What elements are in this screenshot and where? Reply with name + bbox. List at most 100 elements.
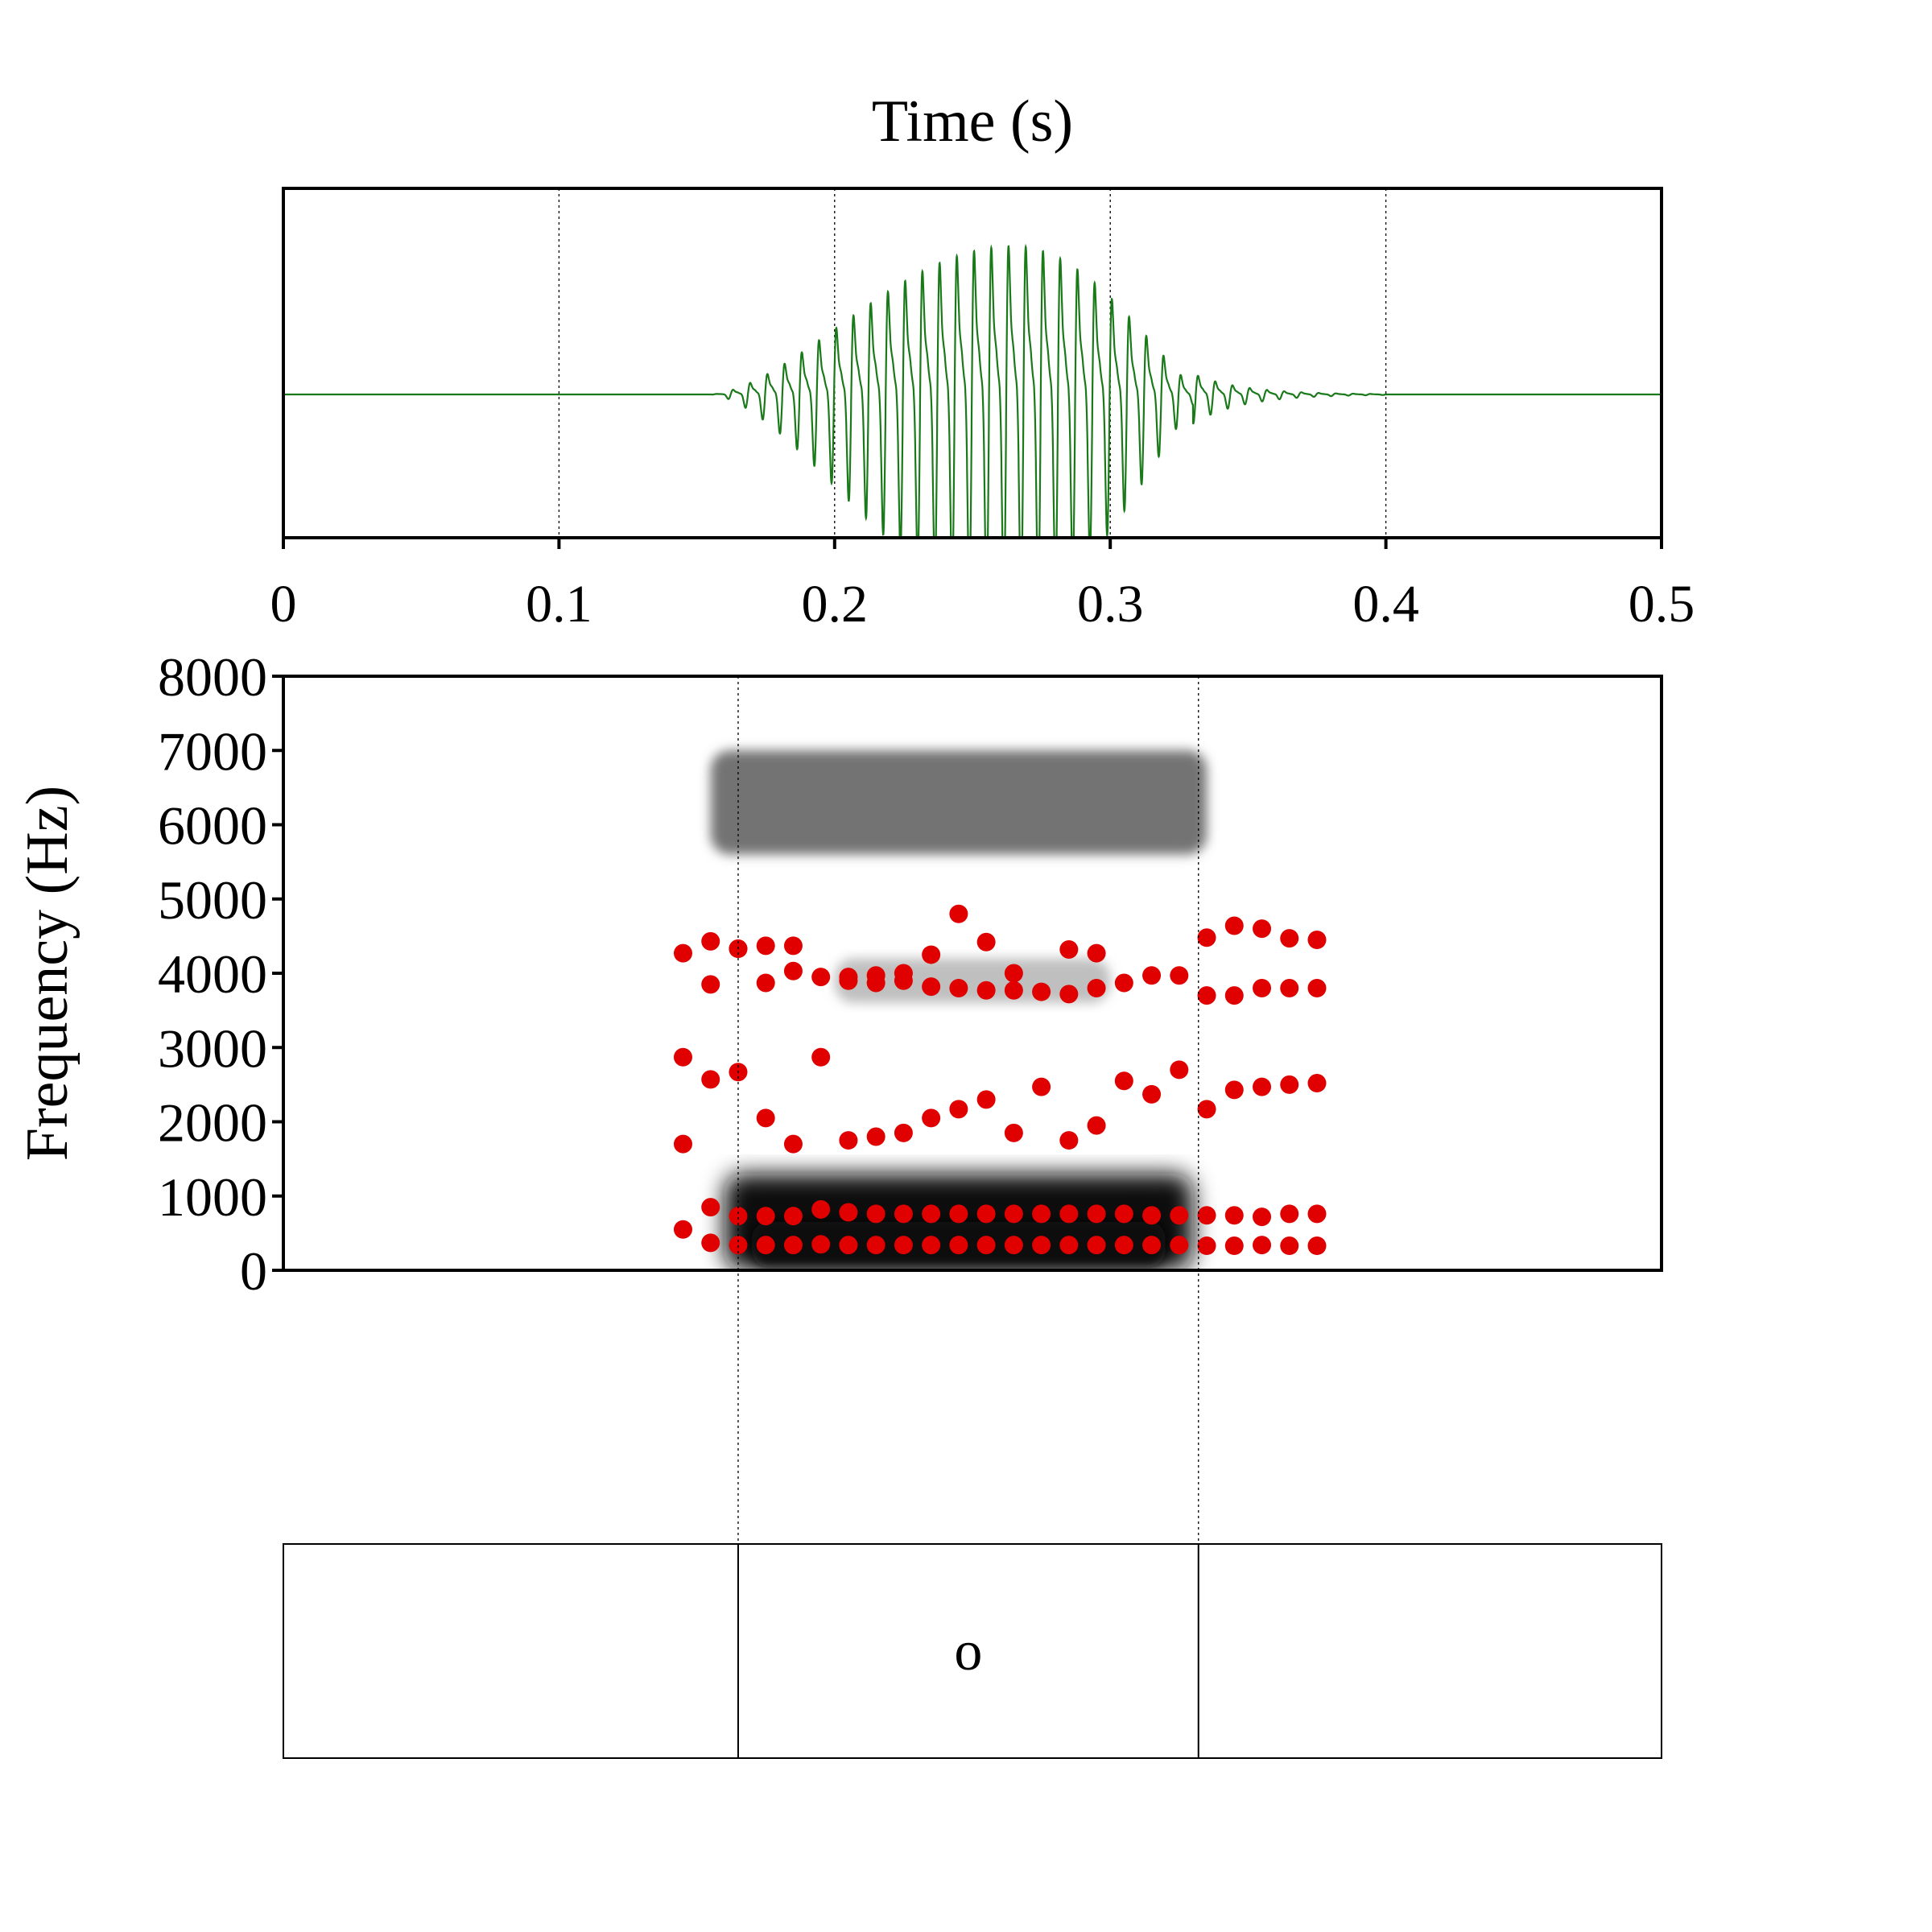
formant-point [811, 1199, 831, 1219]
formant-point [811, 968, 831, 987]
y-tick-label: 6000 [158, 795, 267, 857]
formant-point [1197, 1206, 1216, 1225]
formant-point [673, 1047, 692, 1067]
formant-point [1032, 1236, 1051, 1255]
formant-point [1307, 1074, 1327, 1093]
formant-point [894, 1123, 913, 1142]
formant-point [1059, 939, 1079, 959]
x-tick-label: 0.4 [1352, 575, 1419, 634]
formant-point [1307, 930, 1327, 949]
formant-point [1170, 966, 1189, 985]
waveform-trace [283, 243, 1662, 538]
y-tick-label: 7000 [158, 720, 267, 782]
formant-point [922, 1236, 941, 1255]
formant-point [1087, 978, 1106, 997]
x-tick-label: 0.1 [526, 575, 592, 634]
formant-point [1224, 1206, 1244, 1225]
formant-point [1280, 1204, 1299, 1224]
waveform-title: Time (s) [872, 89, 1073, 155]
y-tick-label: 3000 [158, 1018, 267, 1079]
spectrogram-y-axis: 0 1000 2000 3000 4000 5000 6000 7000 8000 [158, 646, 283, 1302]
formant-point [783, 1134, 803, 1154]
formant-point [1253, 1236, 1272, 1255]
formant-point [894, 1204, 913, 1224]
waveform-x-axis: 0 0.1 0.2 0.3 0.4 0.5 [270, 538, 1695, 634]
formant-point [1280, 978, 1299, 997]
formant-point [701, 1198, 720, 1217]
formant-point [756, 973, 775, 993]
waveform-frame [282, 187, 1663, 539]
textgrid-frame [283, 1543, 1662, 1759]
formant-point [1004, 1123, 1023, 1142]
formant-point [1087, 1204, 1106, 1224]
formant-point [1197, 928, 1216, 947]
formant-point [701, 1233, 720, 1253]
formant-point [1114, 1236, 1133, 1255]
x-tick-label: 0.3 [1077, 575, 1144, 634]
formant-point [894, 971, 913, 990]
formant-point [949, 1204, 968, 1224]
formant-point [783, 1207, 803, 1226]
formant-point [866, 1236, 886, 1255]
formant-point [922, 1204, 941, 1224]
formant-point [1280, 1236, 1299, 1256]
formant-point [1142, 1206, 1162, 1225]
formant-point [1114, 1204, 1133, 1224]
formant-point [673, 1134, 692, 1154]
formant-point [1170, 1060, 1189, 1080]
formant-point [866, 1204, 886, 1224]
formant-point [949, 1100, 968, 1119]
formant-point [922, 1108, 941, 1128]
formant-point [811, 1047, 831, 1067]
y-tick-label: 8000 [158, 646, 267, 708]
formant-point [949, 904, 968, 923]
formant-point [783, 936, 803, 956]
formant-point [866, 1127, 886, 1146]
x-tick-label: 0 [270, 575, 297, 634]
formant-point [922, 977, 941, 997]
y-tick-label: 0 [240, 1241, 267, 1302]
formant-point [1059, 1131, 1079, 1150]
spectrogram-intensity [710, 750, 1208, 1270]
formant-point [922, 945, 941, 964]
formant-point [976, 980, 996, 1000]
formant-point [1197, 986, 1216, 1005]
formant-point [756, 1236, 775, 1255]
formant-point [1114, 1071, 1133, 1091]
formant-point [1032, 1077, 1051, 1096]
formant-point [756, 1207, 775, 1226]
formant-point [701, 975, 720, 994]
formant-point [976, 1204, 996, 1224]
textgrid-tier: o [283, 1543, 1662, 1759]
formant-point [839, 1203, 858, 1222]
formant-point [1032, 982, 1051, 1001]
formant-point [1142, 966, 1162, 985]
formant-point [729, 1236, 748, 1255]
formant-point [1307, 1204, 1327, 1224]
x-tick-label: 0.5 [1629, 575, 1695, 634]
formant-point [1224, 1236, 1244, 1256]
formant-point [866, 973, 886, 993]
formant-point [701, 1070, 720, 1089]
formant-point [949, 1236, 968, 1255]
formant-point [1170, 1236, 1189, 1255]
formant-point [1224, 1080, 1244, 1100]
formant-point [756, 936, 775, 956]
formant-point [894, 1236, 913, 1255]
waveform-panel: Time (s) 0 0.1 0.2 0.3 0.4 0.5 [270, 89, 1695, 634]
formant-point [1087, 1116, 1106, 1135]
formant-point [1197, 1236, 1216, 1256]
formant-point [1253, 919, 1272, 939]
formant-point [1142, 1084, 1162, 1104]
formant-point [1004, 980, 1023, 1000]
formant-point [1087, 943, 1106, 963]
formant-point [673, 943, 692, 963]
formant-point [1142, 1236, 1162, 1255]
formant-point [1114, 973, 1133, 993]
formant-point [756, 1108, 775, 1128]
formant-point [1253, 1077, 1272, 1096]
formant-point [1224, 916, 1244, 935]
formant-point [1004, 964, 1023, 983]
spectrogram-panel: 0 1000 2000 3000 4000 5000 6000 7000 8000 Freque… [14, 646, 1663, 1302]
